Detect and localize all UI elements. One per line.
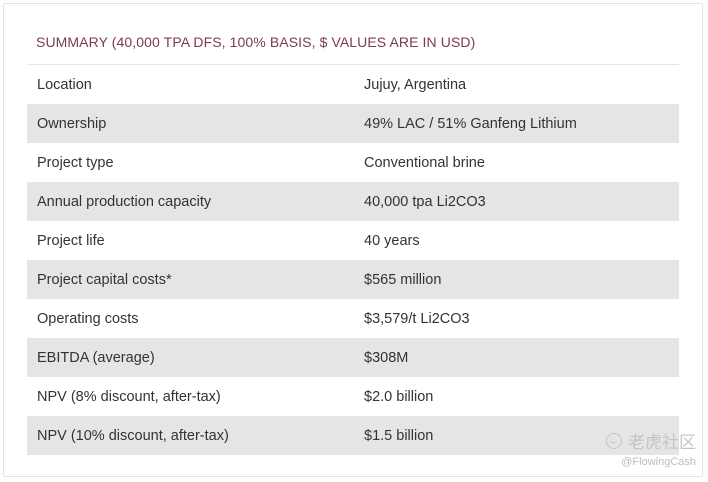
table-row: NPV (10% discount, after-tax) $1.5 billi… xyxy=(27,416,679,455)
row-label: Project type xyxy=(37,154,114,171)
table-row: Project capital costs* $565 million xyxy=(27,260,679,299)
watermark: 老虎社区 @FlowingCash xyxy=(606,428,696,468)
summary-card xyxy=(3,3,703,477)
row-value: 40 years xyxy=(364,232,420,249)
row-value: 40,000 tpa Li2CO3 xyxy=(364,193,486,210)
row-value: $2.0 billion xyxy=(364,388,434,405)
table-row: Location Jujuy, Argentina xyxy=(27,65,679,104)
row-value: 49% LAC / 51% Ganfeng Lithium xyxy=(364,115,577,132)
table-row: NPV (8% discount, after-tax) $2.0 billio… xyxy=(27,377,679,416)
row-value: $565 million xyxy=(364,271,442,288)
row-label: Annual production capacity xyxy=(37,193,212,210)
table-row: EBITDA (average) $308M xyxy=(27,338,679,377)
table-row: Ownership 49% LAC / 51% Ganfeng Lithium xyxy=(27,104,679,143)
row-value: Jujuy, Argentina xyxy=(364,76,467,93)
row-label: EBITDA (average) xyxy=(37,349,155,366)
row-label: Project capital costs* xyxy=(37,271,172,288)
row-value: $3,579/t Li2CO3 xyxy=(364,310,470,327)
table-row: Annual production capacity 40,000 tpa Li… xyxy=(27,182,679,221)
row-label: Ownership xyxy=(37,115,107,132)
row-label: Operating costs xyxy=(37,310,139,327)
row-label: NPV (8% discount, after-tax) xyxy=(37,388,221,405)
watermark-brand-line: 老虎社区 xyxy=(606,428,696,453)
watermark-brand: 老虎社区 xyxy=(628,433,696,453)
row-value: $1.5 billion xyxy=(364,427,434,444)
row-value: $308M xyxy=(364,349,409,366)
table-row: Project life 40 years xyxy=(27,221,679,260)
watermark-handle: @FlowingCash xyxy=(621,456,696,468)
summary-title: SUMMARY (40,000 TPA DFS, 100% BASIS, $ V… xyxy=(36,34,476,50)
tiger-logo-icon xyxy=(606,432,622,449)
summary-table: Location Jujuy, Argentina Ownership 49% … xyxy=(27,65,679,455)
title-divider xyxy=(27,64,679,65)
row-label: Project life xyxy=(37,232,105,249)
row-value: Conventional brine xyxy=(364,154,485,171)
row-label: NPV (10% discount, after-tax) xyxy=(37,427,229,444)
row-label: Location xyxy=(37,76,92,93)
table-row: Operating costs $3,579/t Li2CO3 xyxy=(27,299,679,338)
table-row: Project type Conventional brine xyxy=(27,143,679,182)
